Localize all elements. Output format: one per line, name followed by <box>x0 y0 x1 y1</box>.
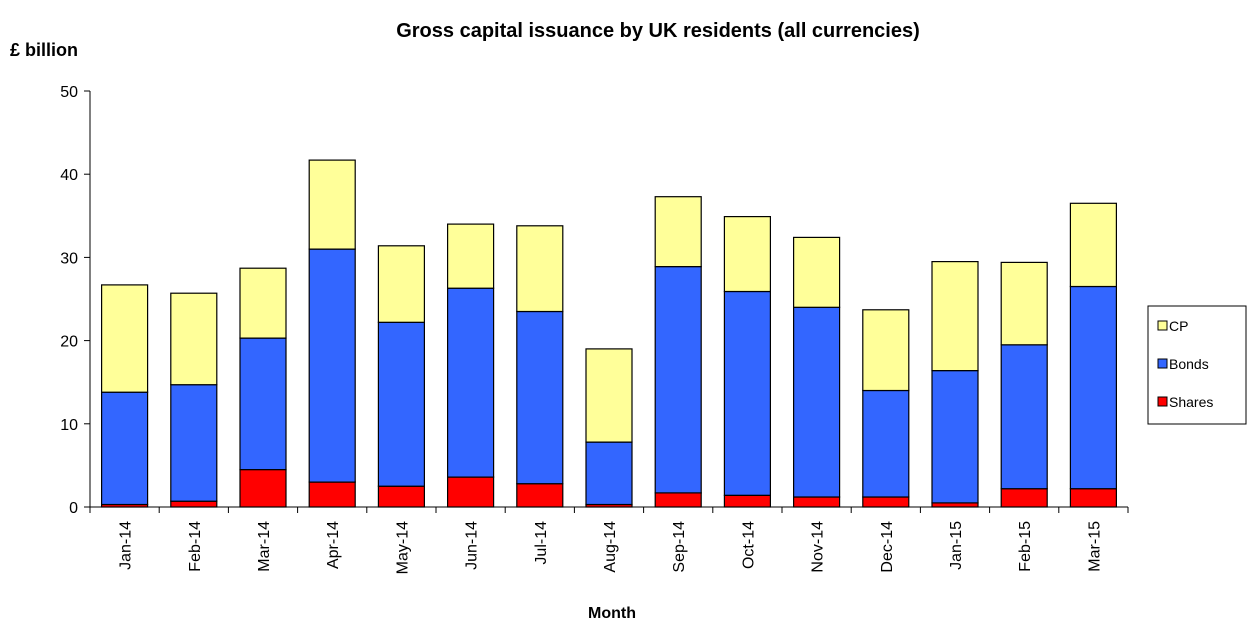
bar-bonds-mar-15 <box>1069 285 1118 490</box>
x-category-label: Jun-14 <box>464 521 481 570</box>
x-category-label: Aug-14 <box>602 521 619 573</box>
bar-cp-apr-14 <box>308 159 356 250</box>
bar-bonds-apr-14 <box>308 248 356 483</box>
bar-cp-aug-14 <box>585 348 633 443</box>
x-category-label: Jul-14 <box>533 521 550 565</box>
bar-bonds-oct-14 <box>723 290 772 496</box>
bar-shares-oct-14 <box>723 494 772 508</box>
x-category-label: Dec-14 <box>879 521 896 573</box>
bar-shares-mar-14 <box>239 469 287 508</box>
bar-bonds-jun-14 <box>447 287 495 478</box>
x-category-label: Jan-15 <box>948 521 965 570</box>
x-category-label: Mar-15 <box>1086 521 1103 572</box>
bar-cp-jul-14 <box>516 225 564 313</box>
y-tick-label: 0 <box>69 500 78 517</box>
x-category-label: May-14 <box>394 521 411 574</box>
bar-shares-may-14 <box>377 485 425 508</box>
bar-cp-sep-14 <box>654 196 702 268</box>
legend: CP Bonds Shares <box>1147 305 1247 425</box>
y-tick-label: 10 <box>60 417 78 434</box>
bar-cp-may-14 <box>377 245 425 323</box>
bar-shares-dec-14 <box>862 496 910 508</box>
bar-cp-jun-14 <box>447 223 495 289</box>
bar-bonds-aug-14 <box>585 441 633 506</box>
bar-bonds-jan-15 <box>931 370 979 504</box>
y-tick-label: 40 <box>60 167 78 184</box>
bar-bonds-may-14 <box>377 321 425 487</box>
x-category-label: Jan-14 <box>118 521 135 570</box>
bar-cp-jan-14 <box>100 284 149 393</box>
bar-bonds-feb-15 <box>1000 344 1048 490</box>
bar-bonds-jul-14 <box>516 310 564 485</box>
bar-cp-dec-14 <box>862 309 910 392</box>
bar-shares-jul-14 <box>516 483 564 508</box>
bar-bonds-nov-14 <box>792 306 841 498</box>
bar-shares-feb-14 <box>170 500 218 508</box>
bar-shares-jun-14 <box>447 476 495 508</box>
bar-cp-mar-14 <box>239 267 287 339</box>
bar-shares-feb-15 <box>1000 488 1048 508</box>
x-category-label: Apr-14 <box>325 521 342 569</box>
bar-cp-nov-14 <box>792 236 841 308</box>
bar-bonds-jan-14 <box>100 391 149 506</box>
bar-cp-feb-14 <box>170 292 218 386</box>
legend-label-bonds: Bonds <box>1169 356 1209 372</box>
y-tick-label: 50 <box>60 84 78 101</box>
bar-cp-mar-15 <box>1069 202 1118 288</box>
y-tick-label: 30 <box>60 250 78 267</box>
x-category-label: Sep-14 <box>671 521 688 573</box>
legend-swatch-cp <box>1157 320 1168 331</box>
bar-shares-sep-14 <box>654 492 702 508</box>
bar-shares-mar-15 <box>1069 488 1118 508</box>
bar-cp-feb-15 <box>1000 261 1048 346</box>
bar-bonds-feb-14 <box>170 384 218 502</box>
bar-bonds-mar-14 <box>239 337 287 471</box>
chart-title: Gross capital issuance by UK residents (… <box>396 20 920 42</box>
bar-bonds-sep-14 <box>654 266 702 494</box>
bar-shares-apr-14 <box>308 481 356 508</box>
legend-swatch-shares <box>1157 396 1168 407</box>
bar-shares-nov-14 <box>792 496 841 508</box>
legend-label-cp: CP <box>1169 318 1188 334</box>
bar-cp-jan-15 <box>931 261 979 372</box>
bar-bonds-dec-14 <box>862 389 910 498</box>
bars-group <box>100 159 1118 508</box>
x-category-label: Oct-14 <box>740 521 757 569</box>
legend-swatch-bonds <box>1157 358 1168 369</box>
x-category-label: Feb-15 <box>1017 521 1034 572</box>
y-tick-label: 20 <box>60 334 78 351</box>
x-category-label: Mar-14 <box>256 521 273 572</box>
legend-label-shares: Shares <box>1169 394 1213 410</box>
x-axis-label: Month <box>588 605 636 622</box>
x-category-label: Nov-14 <box>810 521 827 573</box>
x-category-label: Feb-14 <box>187 521 204 572</box>
bar-cp-oct-14 <box>723 216 772 293</box>
y-axis-label: £ billion <box>10 40 78 60</box>
axes-group: 0 10 20 30 40 50 Jan-14 Feb-14 Mar-14 Apr-14 May-1… <box>60 84 1129 574</box>
